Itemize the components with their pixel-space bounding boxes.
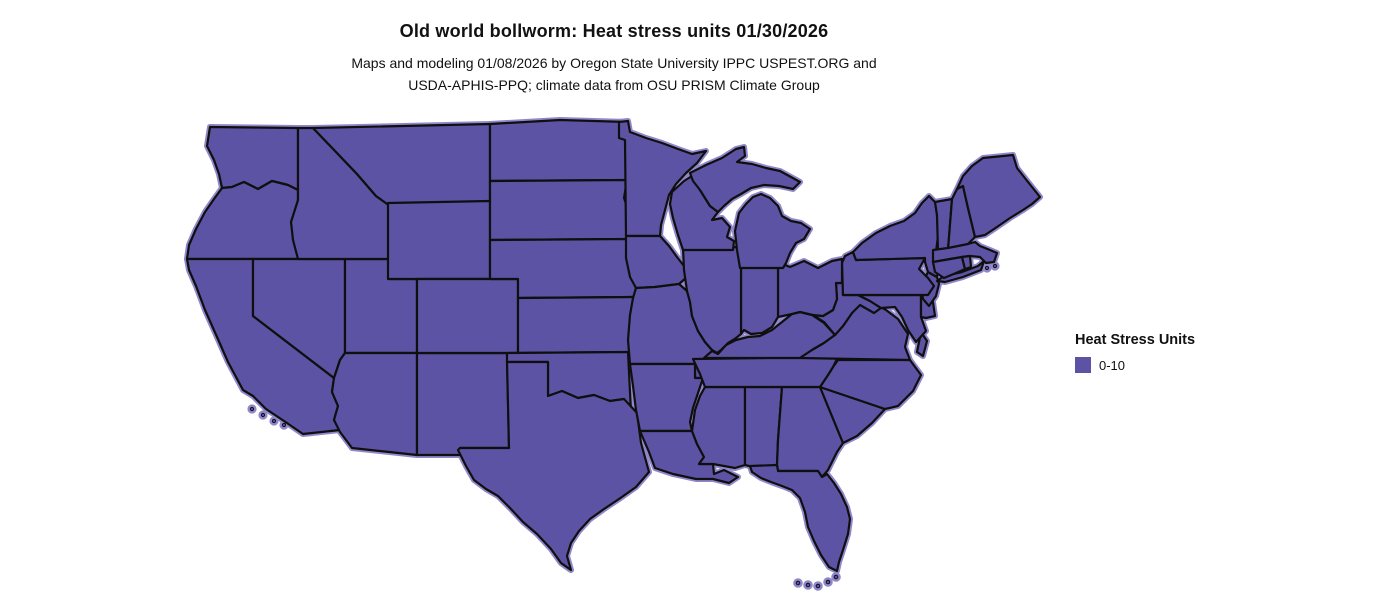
state-kansas — [516, 295, 646, 355]
states-layer — [185, 118, 1042, 589]
florida-key — [795, 580, 801, 586]
channel-island — [260, 412, 266, 418]
florida-key — [805, 582, 811, 588]
channel-island — [271, 418, 277, 424]
state-rhode-island — [960, 254, 973, 271]
state-maine — [955, 153, 1042, 239]
map-title: Old world bollworm: Heat stress units 01… — [399, 21, 829, 41]
state-washington — [205, 125, 300, 192]
florida-key — [815, 583, 821, 589]
massachusetts-island — [992, 263, 998, 269]
map-subtitle: Maps and modeling 01/08/2026 by Oregon S… — [0, 52, 1228, 96]
state-arkansas — [628, 362, 705, 433]
map-legend: Heat Stress Units 0-10 — [1075, 332, 1195, 373]
channel-island — [249, 406, 255, 412]
legend-item-label: 0-10 — [1099, 357, 1126, 373]
state-michigan-upper-peninsula — [688, 145, 802, 214]
state-pennsylvania — [840, 250, 936, 297]
state-wyoming — [386, 199, 492, 281]
state-north-dakota — [488, 118, 630, 183]
state-colorado — [415, 277, 520, 355]
legend-title: Heat Stress Units — [1075, 332, 1196, 348]
state-iowa — [624, 234, 689, 290]
channel-island — [281, 422, 287, 428]
state-tennessee — [691, 355, 840, 389]
state-michigan-lower-peninsula — [733, 192, 812, 270]
state-indiana — [739, 260, 780, 336]
state-arizona — [330, 351, 419, 457]
state-south-dakota — [488, 178, 633, 242]
florida-key — [825, 579, 831, 585]
state-florida — [748, 463, 852, 573]
state-texas — [456, 360, 651, 572]
massachusetts-island — [984, 265, 990, 271]
state-oregon — [185, 179, 300, 261]
map-header: Old world bollworm: Heat stress units 01… — [0, 18, 1228, 96]
map-subtitle-line1: Maps and modeling 01/08/2026 by Oregon S… — [351, 55, 877, 71]
state-illinois — [681, 245, 743, 355]
map-subtitle-line2: USDA-APHIS-PPQ; climate data from OSU PR… — [408, 77, 820, 93]
legend-swatch — [1075, 357, 1091, 373]
legend-item: 0-10 — [1075, 357, 1195, 373]
state-ohio — [776, 257, 844, 319]
state-new-mexico — [415, 351, 511, 457]
florida-key — [833, 574, 839, 580]
